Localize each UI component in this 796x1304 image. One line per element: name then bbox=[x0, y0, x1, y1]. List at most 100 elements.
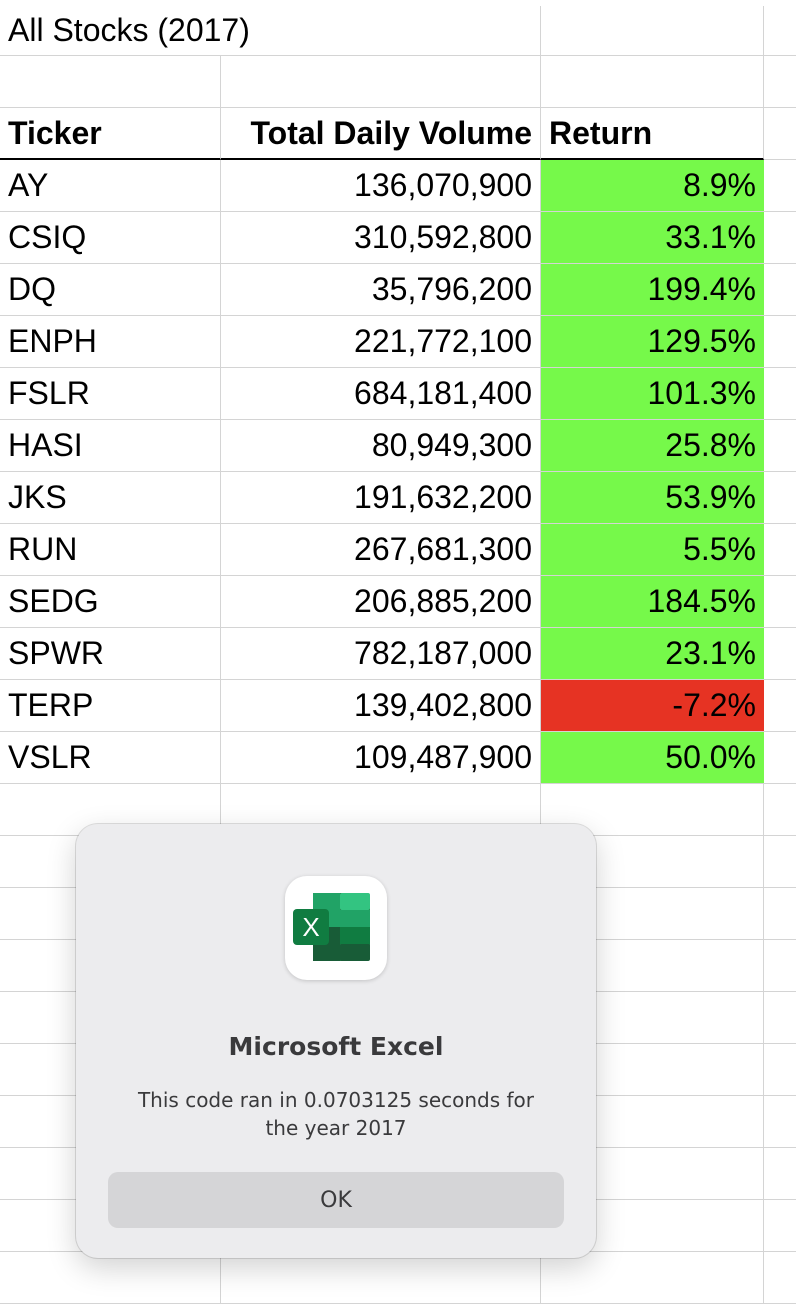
empty-cell[interactable] bbox=[764, 6, 796, 56]
empty-cell[interactable] bbox=[764, 420, 796, 472]
empty-cell[interactable] bbox=[764, 524, 796, 576]
empty-cell[interactable] bbox=[764, 1148, 796, 1200]
excel-icon: X bbox=[285, 876, 387, 980]
ticker-cell[interactable]: RUN bbox=[0, 524, 221, 576]
empty-cell[interactable] bbox=[764, 160, 796, 212]
volume-cell[interactable]: 109,487,900 bbox=[221, 732, 541, 784]
empty-cell[interactable] bbox=[541, 784, 764, 836]
return-cell[interactable]: 53.9% bbox=[541, 472, 764, 524]
header-volume-label: Total Daily Volume bbox=[250, 114, 532, 151]
ticker-cell[interactable]: TERP bbox=[0, 680, 221, 732]
return-cell[interactable]: 8.9% bbox=[541, 160, 764, 212]
empty-cell[interactable] bbox=[764, 576, 796, 628]
return-cell[interactable]: 50.0% bbox=[541, 732, 764, 784]
return-cell[interactable]: -7.2% bbox=[541, 680, 764, 732]
empty-cell[interactable] bbox=[764, 472, 796, 524]
volume-value: 109,487,900 bbox=[354, 739, 532, 775]
ticker-cell[interactable]: HASI bbox=[0, 420, 221, 472]
empty-cell[interactable] bbox=[541, 1148, 764, 1200]
volume-value: 684,181,400 bbox=[354, 375, 532, 411]
ticker-cell[interactable]: VSLR bbox=[0, 732, 221, 784]
empty-cell[interactable] bbox=[764, 940, 796, 992]
volume-cell[interactable]: 221,772,100 bbox=[221, 316, 541, 368]
volume-cell[interactable]: 206,885,200 bbox=[221, 576, 541, 628]
volume-cell[interactable]: 782,187,000 bbox=[221, 628, 541, 680]
empty-cell[interactable] bbox=[541, 1044, 764, 1096]
return-cell[interactable]: 5.5% bbox=[541, 524, 764, 576]
empty-cell[interactable] bbox=[764, 1044, 796, 1096]
empty-cell[interactable] bbox=[541, 1200, 764, 1252]
return-cell[interactable]: 129.5% bbox=[541, 316, 764, 368]
ticker-cell[interactable]: DQ bbox=[0, 264, 221, 316]
ticker-value: JKS bbox=[8, 479, 67, 515]
sheet-title-cell[interactable]: All Stocks (2017) bbox=[0, 6, 541, 56]
return-cell[interactable]: 33.1% bbox=[541, 212, 764, 264]
empty-cell[interactable] bbox=[764, 368, 796, 420]
volume-cell[interactable]: 310,592,800 bbox=[221, 212, 541, 264]
empty-cell[interactable] bbox=[764, 56, 796, 108]
volume-cell[interactable]: 684,181,400 bbox=[221, 368, 541, 420]
empty-cell[interactable] bbox=[764, 1096, 796, 1148]
empty-cell[interactable] bbox=[764, 628, 796, 680]
svg-text:X: X bbox=[302, 912, 319, 942]
return-cell[interactable]: 199.4% bbox=[541, 264, 764, 316]
empty-cell[interactable] bbox=[764, 316, 796, 368]
empty-cell[interactable] bbox=[764, 784, 796, 836]
volume-cell[interactable]: 136,070,900 bbox=[221, 160, 541, 212]
return-cell[interactable]: 25.8% bbox=[541, 420, 764, 472]
volume-cell[interactable]: 80,949,300 bbox=[221, 420, 541, 472]
ticker-cell[interactable]: JKS bbox=[0, 472, 221, 524]
ticker-value: FSLR bbox=[8, 375, 90, 411]
empty-cell[interactable] bbox=[764, 108, 796, 160]
empty-cell[interactable] bbox=[541, 940, 764, 992]
empty-cell[interactable] bbox=[764, 680, 796, 732]
return-cell[interactable]: 184.5% bbox=[541, 576, 764, 628]
ticker-cell[interactable]: SEDG bbox=[0, 576, 221, 628]
empty-cell[interactable] bbox=[0, 1252, 221, 1304]
empty-cell[interactable] bbox=[221, 1252, 541, 1304]
empty-cell[interactable] bbox=[221, 56, 541, 108]
empty-cell[interactable] bbox=[0, 56, 221, 108]
return-value: -7.2% bbox=[672, 687, 756, 723]
ticker-value: TERP bbox=[8, 687, 94, 723]
empty-cell[interactable] bbox=[764, 888, 796, 940]
ticker-value: DQ bbox=[8, 271, 56, 307]
empty-cell[interactable] bbox=[541, 56, 764, 108]
ticker-cell[interactable]: ENPH bbox=[0, 316, 221, 368]
ticker-cell[interactable]: CSIQ bbox=[0, 212, 221, 264]
volume-cell[interactable]: 139,402,800 bbox=[221, 680, 541, 732]
ticker-cell[interactable]: SPWR bbox=[0, 628, 221, 680]
empty-cell[interactable] bbox=[541, 992, 764, 1044]
volume-cell[interactable]: 267,681,300 bbox=[221, 524, 541, 576]
empty-cell[interactable] bbox=[764, 732, 796, 784]
dialog-title: Microsoft Excel bbox=[228, 1032, 444, 1061]
ticker-value: SPWR bbox=[8, 635, 104, 671]
empty-cell[interactable] bbox=[541, 1252, 764, 1304]
empty-cell[interactable] bbox=[541, 1096, 764, 1148]
return-cell[interactable]: 101.3% bbox=[541, 368, 764, 420]
empty-cell[interactable] bbox=[764, 836, 796, 888]
ticker-value: AY bbox=[8, 167, 49, 203]
return-value: 53.9% bbox=[665, 479, 756, 515]
empty-cell[interactable] bbox=[764, 1252, 796, 1304]
header-volume[interactable]: Total Daily Volume bbox=[221, 108, 541, 160]
ticker-value: VSLR bbox=[8, 739, 92, 775]
empty-cell[interactable] bbox=[764, 1200, 796, 1252]
header-return-label: Return bbox=[549, 114, 653, 151]
empty-cell[interactable] bbox=[764, 212, 796, 264]
ok-button[interactable]: OK bbox=[108, 1172, 564, 1228]
header-ticker[interactable]: Ticker bbox=[0, 108, 221, 160]
ticker-cell[interactable]: AY bbox=[0, 160, 221, 212]
volume-value: 782,187,000 bbox=[354, 635, 532, 671]
volume-value: 206,885,200 bbox=[354, 583, 532, 619]
empty-cell[interactable] bbox=[541, 6, 764, 56]
empty-cell[interactable] bbox=[541, 836, 764, 888]
ticker-cell[interactable]: FSLR bbox=[0, 368, 221, 420]
volume-cell[interactable]: 35,796,200 bbox=[221, 264, 541, 316]
volume-cell[interactable]: 191,632,200 bbox=[221, 472, 541, 524]
empty-cell[interactable] bbox=[541, 888, 764, 940]
empty-cell[interactable] bbox=[764, 992, 796, 1044]
empty-cell[interactable] bbox=[764, 264, 796, 316]
return-cell[interactable]: 23.1% bbox=[541, 628, 764, 680]
header-return[interactable]: Return bbox=[541, 108, 764, 160]
